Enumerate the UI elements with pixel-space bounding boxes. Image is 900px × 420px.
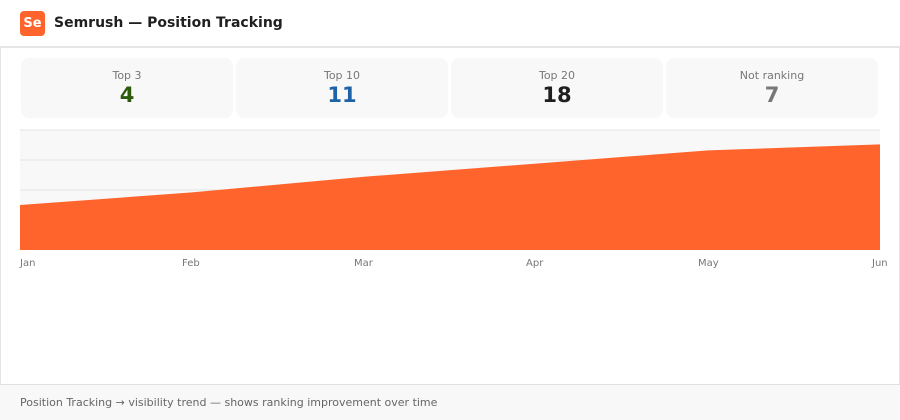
x-tick-label: Mar [354,258,374,269]
card-label: Top 10 [323,69,361,82]
card-label: Top 3 [112,69,142,82]
card-top-10[interactable]: Top 10 11 [236,58,448,118]
app-header: Se Semrush — Position Tracking [0,0,900,48]
card-label: Not ranking [739,69,805,82]
x-tick-label: May [698,258,719,269]
card-top-20[interactable]: Top 20 18 [451,58,663,118]
card-label: Top 20 [538,69,576,82]
x-tick-label: Jan [19,258,35,269]
visibility-area [20,144,880,250]
x-tick-label: Jun [871,258,888,269]
card-value: 11 [327,83,357,107]
x-tick-label: Apr [526,258,544,269]
x-tick-label: Feb [182,258,200,269]
card-value: 7 [764,83,780,107]
footer-caption: Position Tracking → visibility trend — s… [0,384,900,420]
semrush-logo: Se [20,10,45,36]
card-value: 18 [542,83,572,107]
card-not-ranking[interactable]: Not ranking 7 [666,58,878,118]
page-title: Semrush — Position Tracking [54,15,283,31]
card-value: 4 [119,83,135,107]
visibility-trend-chart: Jan Feb Mar Apr May Jun [19,129,888,269]
